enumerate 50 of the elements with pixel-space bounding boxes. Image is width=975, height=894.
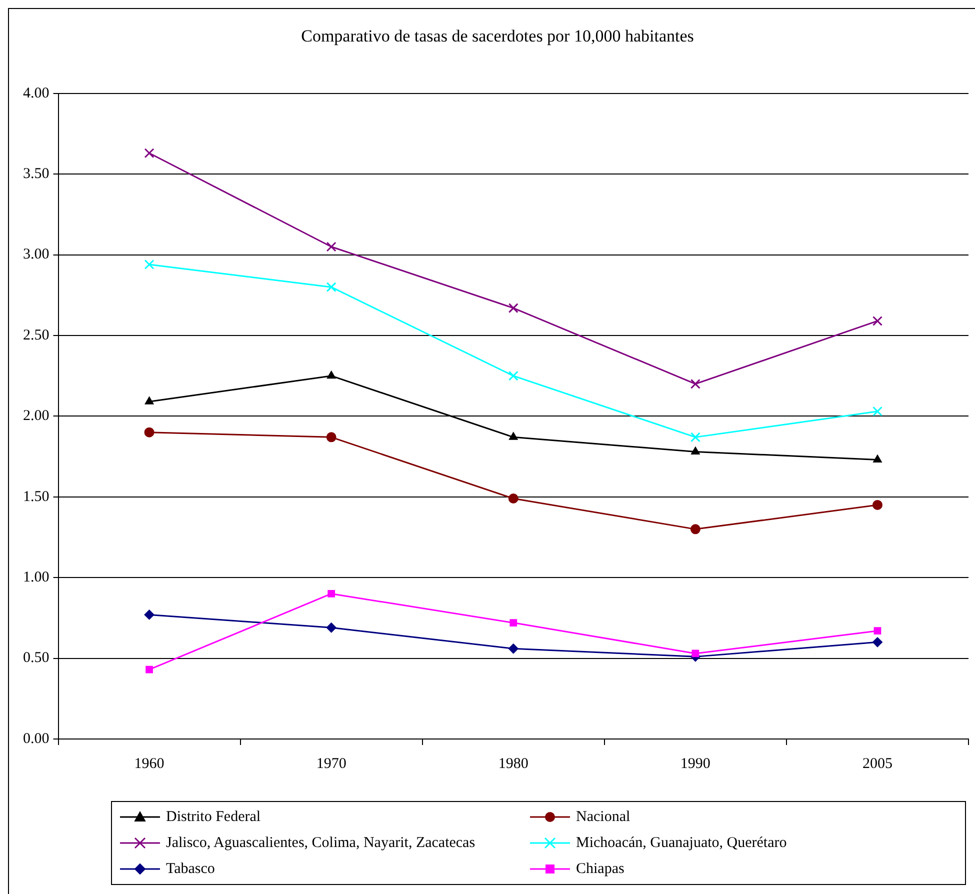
y-tick-label: 4.00 bbox=[23, 85, 50, 102]
y-tick-label: 1.50 bbox=[23, 488, 50, 505]
chart-title: Comparativo de tasas de sacerdotes por 10,000 habitantes bbox=[301, 26, 694, 46]
y-tick-label: 3.00 bbox=[23, 246, 50, 263]
point bbox=[144, 427, 154, 438]
legend-label: Jalisco, Aguascalientes, Colima, Nayarit, Zacatecas bbox=[166, 834, 476, 852]
point bbox=[144, 259, 154, 270]
point bbox=[328, 590, 336, 598]
point bbox=[872, 406, 882, 416]
point bbox=[690, 378, 700, 389]
legend-label: Distrito Federal bbox=[166, 808, 261, 826]
legend-label: Tabasco bbox=[166, 860, 215, 878]
legend-label: Chiapas bbox=[576, 860, 624, 878]
point bbox=[510, 619, 518, 626]
point bbox=[508, 303, 518, 314]
y-tick-label: 3.50 bbox=[23, 166, 50, 182]
y-tick-label: 2.00 bbox=[23, 408, 50, 424]
legend-label: Nacional bbox=[576, 808, 630, 826]
point bbox=[508, 494, 518, 504]
y-tick-label: 0.50 bbox=[23, 650, 50, 666]
y-tick-label: 1.00 bbox=[23, 570, 50, 586]
x-tick-label: 1970 bbox=[316, 756, 346, 772]
point bbox=[146, 666, 153, 674]
x-tick-label: 1990 bbox=[680, 756, 710, 772]
point bbox=[690, 524, 700, 534]
point bbox=[144, 610, 154, 620]
y-tick-label: 0.00 bbox=[23, 730, 50, 747]
point bbox=[872, 637, 882, 648]
point bbox=[326, 622, 336, 633]
point bbox=[691, 446, 700, 454]
x-tick-label: 1980 bbox=[498, 756, 528, 772]
x-tick-label: 2005 bbox=[862, 756, 892, 772]
y-tick-label: 2.50 bbox=[23, 327, 50, 344]
point bbox=[874, 627, 882, 635]
point bbox=[326, 242, 336, 252]
point bbox=[326, 370, 336, 379]
point bbox=[508, 370, 518, 381]
point bbox=[508, 432, 518, 440]
point bbox=[326, 282, 336, 292]
point bbox=[873, 454, 882, 463]
x-tick-label: 1960 bbox=[134, 756, 164, 772]
point bbox=[144, 148, 154, 158]
point bbox=[872, 316, 882, 326]
point bbox=[690, 432, 700, 442]
point bbox=[144, 396, 154, 404]
point bbox=[508, 644, 518, 654]
legend-label: Michoacán, Guanajuato, Querétaro bbox=[576, 834, 787, 852]
point bbox=[692, 650, 700, 658]
point bbox=[872, 500, 882, 510]
point bbox=[326, 432, 336, 442]
